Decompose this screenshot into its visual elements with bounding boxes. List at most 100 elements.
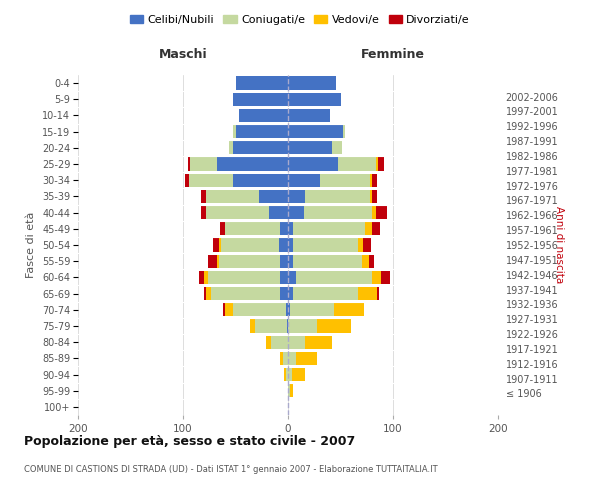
Bar [288, 109, 330, 122]
Bar [361, 254, 369, 268]
Bar [201, 190, 206, 203]
Bar [343, 125, 345, 138]
Bar [206, 206, 269, 220]
Bar [223, 303, 225, 316]
Bar [293, 238, 358, 252]
Bar [217, 158, 288, 170]
Bar [296, 270, 372, 284]
Bar [280, 222, 288, 235]
Bar [305, 336, 332, 349]
Bar [280, 352, 283, 365]
Bar [208, 254, 217, 268]
Bar [233, 141, 288, 154]
Bar [286, 368, 288, 381]
Bar [278, 238, 288, 252]
Bar [214, 238, 218, 252]
Bar [271, 336, 288, 349]
Bar [288, 125, 343, 138]
Bar [229, 141, 233, 154]
Bar [288, 320, 317, 332]
Bar [211, 287, 280, 300]
Bar [201, 206, 206, 220]
Bar [376, 158, 379, 170]
Bar [239, 109, 288, 122]
Bar [250, 320, 256, 332]
Bar [235, 125, 288, 138]
Bar [206, 287, 211, 300]
Bar [269, 206, 288, 220]
Bar [185, 174, 189, 187]
Bar [288, 174, 320, 187]
Bar [233, 174, 288, 187]
Bar [293, 287, 358, 300]
Bar [288, 238, 293, 252]
Bar [362, 238, 371, 252]
Bar [372, 270, 382, 284]
Bar [288, 352, 296, 365]
Bar [288, 384, 290, 398]
Text: Maschi: Maschi [158, 48, 208, 62]
Bar [372, 222, 380, 235]
Bar [334, 303, 364, 316]
Bar [233, 303, 286, 316]
Bar [280, 287, 288, 300]
Bar [290, 384, 293, 398]
Bar [286, 303, 288, 316]
Bar [219, 254, 280, 268]
Bar [208, 270, 280, 284]
Bar [217, 254, 218, 268]
Bar [204, 287, 206, 300]
Bar [332, 141, 341, 154]
Bar [372, 174, 377, 187]
Bar [377, 287, 379, 300]
Bar [284, 368, 286, 381]
Bar [280, 270, 288, 284]
Bar [293, 222, 365, 235]
Text: Popolazione per età, sesso e stato civile - 2007: Popolazione per età, sesso e stato civil… [24, 435, 355, 448]
Bar [370, 190, 372, 203]
Bar [365, 222, 372, 235]
Bar [190, 158, 217, 170]
Bar [259, 190, 288, 203]
Bar [288, 368, 292, 381]
Bar [266, 336, 271, 349]
Bar [304, 206, 372, 220]
Bar [358, 287, 377, 300]
Bar [292, 368, 305, 381]
Y-axis label: Fasce di età: Fasce di età [26, 212, 37, 278]
Bar [288, 287, 293, 300]
Bar [376, 206, 387, 220]
Bar [296, 352, 317, 365]
Bar [221, 238, 278, 252]
Bar [379, 158, 383, 170]
Bar [288, 190, 305, 203]
Bar [372, 206, 376, 220]
Y-axis label: Anni di nascita: Anni di nascita [554, 206, 564, 284]
Bar [288, 303, 290, 316]
Bar [280, 254, 288, 268]
Bar [225, 222, 280, 235]
Bar [305, 190, 370, 203]
Bar [283, 352, 288, 365]
Bar [233, 92, 288, 106]
Bar [338, 158, 376, 170]
Bar [288, 141, 332, 154]
Bar [288, 270, 296, 284]
Bar [288, 158, 338, 170]
Bar [358, 238, 362, 252]
Bar [293, 254, 361, 268]
Bar [320, 174, 370, 187]
Bar [288, 76, 337, 90]
Bar [199, 270, 204, 284]
Legend: Celibi/Nubili, Coniugati/e, Vedovi/e, Divorziati/e: Celibi/Nubili, Coniugati/e, Vedovi/e, Di… [125, 10, 475, 29]
Bar [218, 238, 221, 252]
Bar [317, 320, 351, 332]
Bar [370, 174, 372, 187]
Bar [225, 303, 233, 316]
Bar [288, 254, 293, 268]
Bar [287, 320, 288, 332]
Bar [235, 76, 288, 90]
Bar [220, 222, 225, 235]
Bar [288, 222, 293, 235]
Text: COMUNE DI CASTIONS DI STRADA (UD) - Dati ISTAT 1° gennaio 2007 - Elaborazione TU: COMUNE DI CASTIONS DI STRADA (UD) - Dati… [24, 465, 437, 474]
